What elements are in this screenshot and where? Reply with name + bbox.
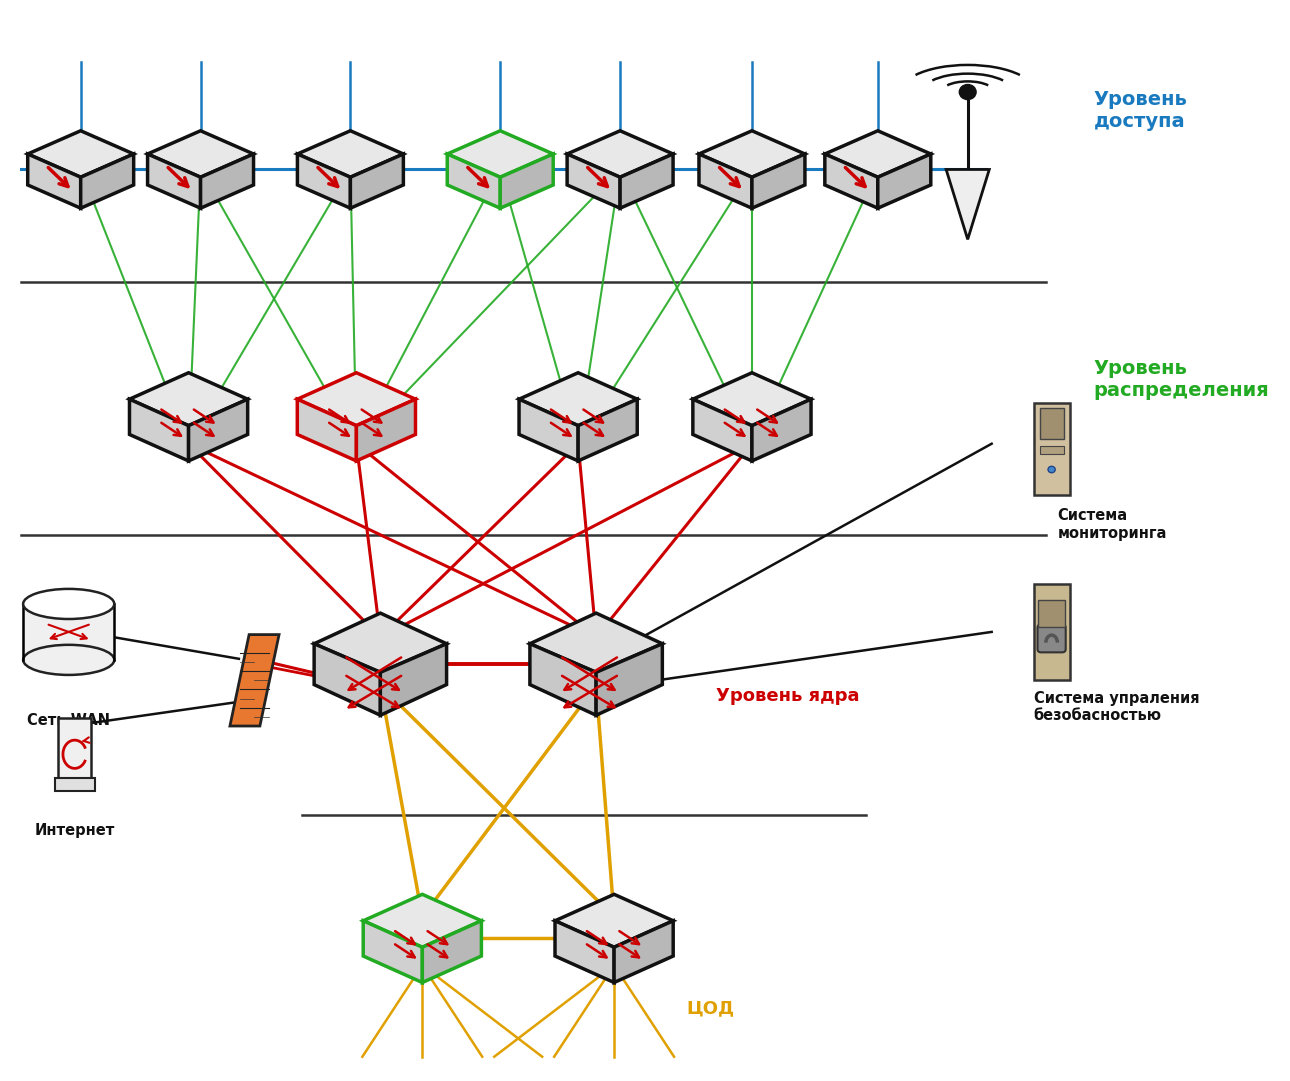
Polygon shape — [530, 644, 596, 716]
Polygon shape — [315, 644, 381, 716]
Text: Система упраления
безобасностью: Система упраления безобасностью — [1033, 691, 1200, 723]
Polygon shape — [555, 894, 673, 947]
Polygon shape — [877, 154, 931, 209]
Polygon shape — [351, 154, 404, 209]
Circle shape — [1047, 466, 1055, 472]
Polygon shape — [356, 399, 415, 461]
Text: Уровень
доступа: Уровень доступа — [1094, 90, 1187, 131]
FancyBboxPatch shape — [1033, 403, 1069, 495]
Polygon shape — [188, 399, 248, 461]
Polygon shape — [315, 613, 446, 672]
FancyBboxPatch shape — [58, 718, 92, 778]
Polygon shape — [147, 154, 200, 209]
Polygon shape — [364, 921, 422, 983]
Polygon shape — [27, 154, 81, 209]
Text: Уровень
распределения: Уровень распределения — [1094, 359, 1269, 400]
Polygon shape — [620, 154, 673, 209]
Polygon shape — [693, 373, 811, 426]
Polygon shape — [422, 921, 481, 983]
Polygon shape — [824, 154, 877, 209]
FancyBboxPatch shape — [1033, 584, 1069, 680]
Polygon shape — [568, 154, 620, 209]
Polygon shape — [578, 399, 637, 461]
Polygon shape — [27, 131, 134, 177]
Polygon shape — [298, 131, 404, 177]
Polygon shape — [519, 399, 578, 461]
FancyBboxPatch shape — [1037, 625, 1066, 652]
Polygon shape — [699, 131, 805, 177]
Text: Система
мониторинга: Система мониторинга — [1058, 508, 1167, 540]
Polygon shape — [147, 131, 254, 177]
Ellipse shape — [23, 645, 115, 675]
Text: ЦОД: ЦОД — [686, 999, 734, 1017]
Polygon shape — [298, 154, 351, 209]
Polygon shape — [614, 921, 673, 983]
Polygon shape — [824, 131, 931, 177]
Text: Сеть WAN: Сеть WAN — [27, 712, 110, 728]
Polygon shape — [200, 154, 254, 209]
Text: Интернет: Интернет — [35, 824, 115, 839]
Polygon shape — [752, 399, 811, 461]
Polygon shape — [530, 613, 662, 672]
FancyBboxPatch shape — [54, 778, 95, 790]
Polygon shape — [297, 399, 356, 461]
Polygon shape — [364, 894, 481, 947]
Polygon shape — [568, 131, 673, 177]
Polygon shape — [129, 373, 248, 426]
Polygon shape — [448, 154, 501, 209]
Polygon shape — [230, 635, 279, 726]
Polygon shape — [519, 373, 637, 426]
Polygon shape — [946, 170, 989, 239]
Polygon shape — [699, 154, 752, 209]
Circle shape — [960, 84, 977, 99]
Polygon shape — [81, 154, 134, 209]
Polygon shape — [129, 399, 188, 461]
Text: Уровень ядра: Уровень ядра — [716, 688, 859, 706]
Polygon shape — [596, 644, 662, 716]
Polygon shape — [501, 154, 553, 209]
FancyBboxPatch shape — [1040, 409, 1063, 439]
Polygon shape — [693, 399, 752, 461]
Polygon shape — [448, 131, 553, 177]
Polygon shape — [297, 373, 415, 426]
FancyBboxPatch shape — [1040, 446, 1063, 454]
FancyBboxPatch shape — [1038, 600, 1064, 627]
Polygon shape — [555, 921, 614, 983]
Polygon shape — [381, 644, 446, 716]
Ellipse shape — [23, 589, 115, 619]
Polygon shape — [752, 154, 805, 209]
